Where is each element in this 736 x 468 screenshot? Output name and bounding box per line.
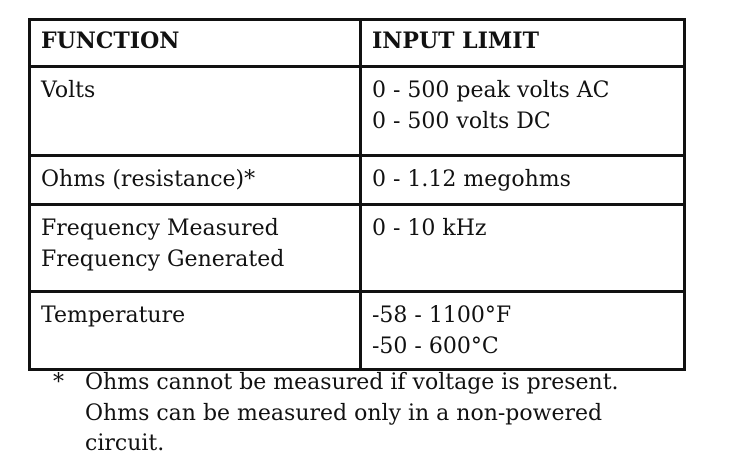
footnote-line: Ohms can be measured only in a non-power…: [85, 400, 603, 426]
cell-line: 0 - 500 peak volts AC: [372, 78, 610, 103]
cell-line: 0 - 1.12 megohms: [372, 167, 571, 192]
limits-table: FUNCTION INPUT LIMIT Volts 0 - 500 peak v…: [28, 18, 686, 371]
table-cell: 0 - 10 kHz: [359, 203, 686, 293]
cell-line: Volts: [41, 78, 96, 103]
footnote-marker: *: [53, 370, 64, 395]
footnote-line: Ohms cannot be measured if voltage is pr…: [85, 370, 619, 395]
table-cell: Frequency Measured Frequency Generated: [28, 203, 362, 293]
table-cell: Volts: [28, 65, 362, 157]
footnote-text: Ohms cannot be measured if voltage is pr…: [85, 368, 619, 460]
header-cell: FUNCTION: [28, 18, 362, 68]
cell-line: 0 - 10 kHz: [372, 216, 487, 241]
table-cell: Ohms (resistance)*: [28, 154, 362, 206]
table-cell: Temperature: [28, 290, 362, 371]
cell-line: Frequency Generated: [41, 247, 285, 272]
table-row: Ohms (resistance)* 0 - 1.12 megohms: [28, 154, 686, 206]
cell-line: -58 - 1100°F: [372, 303, 512, 328]
cell-line: Temperature: [41, 303, 186, 328]
table-cell: -58 - 1100°F -50 - 600°C: [359, 290, 686, 371]
table-row: Frequency Measured Frequency Generated 0 -…: [28, 203, 686, 293]
cell-line: Frequency Measured: [41, 216, 279, 241]
table-cell: 0 - 1.12 megohms: [359, 154, 686, 206]
table-row: Volts 0 - 500 peak volts AC 0 - 500 volts …: [28, 65, 686, 157]
cell-line: Ohms (resistance)*: [41, 167, 256, 192]
cell-line: 0 - 500 volts DC: [372, 109, 551, 134]
table-row: Temperature -58 - 1100°F -50 - 600°C: [28, 290, 686, 371]
footnote-line: circuit.: [85, 431, 165, 456]
cell-line: -50 - 600°C: [372, 334, 499, 359]
header-cell: INPUT LIMIT: [359, 18, 686, 68]
table-cell: 0 - 500 peak volts AC 0 - 500 volts DC: [359, 65, 686, 157]
header-row: FUNCTION INPUT LIMIT: [28, 18, 686, 68]
